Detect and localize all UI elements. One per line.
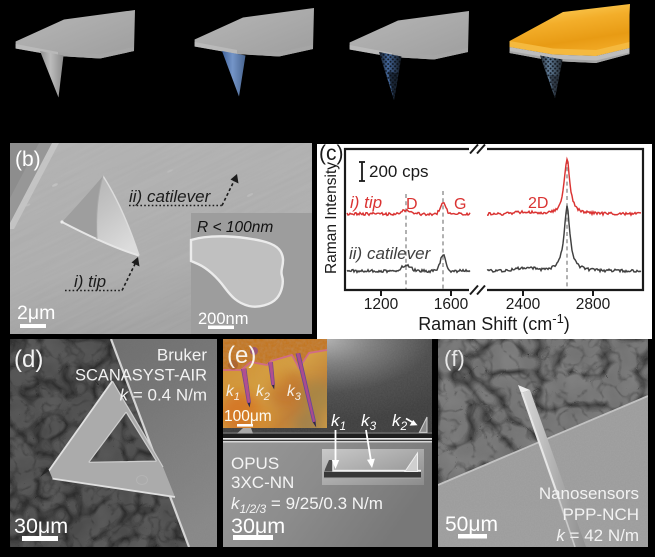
svg-text:i) tip: i) tip (74, 272, 106, 291)
svg-text:ii) catilever: ii) catilever (129, 187, 212, 206)
svg-text:2400: 2400 (506, 296, 541, 313)
svg-text:SCANASYST-AIR: SCANASYST-AIR (75, 367, 207, 385)
svg-text:1200: 1200 (364, 296, 399, 313)
svg-text:D: D (406, 196, 418, 213)
svg-text:k1/2/3 = 9/25/0.3 N/m: k1/2/3 = 9/25/0.3 N/m (231, 494, 383, 516)
svg-text:k = 42 N/m: k = 42 N/m (556, 526, 639, 545)
svg-text:G: G (454, 196, 466, 213)
svg-text:30μm: 30μm (231, 514, 285, 538)
svg-text:R < 100nm: R < 100nm (197, 219, 273, 236)
svg-text:(c): (c) (319, 144, 344, 165)
svg-text:(f): (f) (444, 346, 465, 371)
svg-text:(d): (d) (14, 346, 43, 373)
svg-text:100μm: 100μm (224, 408, 272, 425)
svg-text:ii) catilever: ii) catilever (349, 244, 432, 263)
svg-text:2D: 2D (528, 195, 548, 212)
svg-text:Raman Intensity: Raman Intensity (323, 162, 340, 274)
svg-text:OPUS: OPUS (231, 454, 279, 473)
svg-text:Bruker: Bruker (157, 346, 207, 365)
svg-text:PPP-NCH: PPP-NCH (562, 505, 639, 524)
svg-text:2μm: 2μm (17, 302, 55, 324)
svg-text:(b): (b) (15, 148, 41, 171)
svg-text:Raman Shift (cm-1): Raman Shift (cm-1) (418, 311, 570, 335)
svg-text:1600: 1600 (434, 296, 469, 313)
svg-text:(e): (e) (227, 342, 256, 369)
svg-text:k = 0.4 N/m: k = 0.4 N/m (120, 386, 207, 405)
svg-text:Nanosensors: Nanosensors (539, 484, 639, 503)
svg-text:50μm: 50μm (445, 513, 498, 536)
svg-text:2800: 2800 (576, 296, 611, 313)
svg-text:200nm: 200nm (198, 310, 248, 328)
svg-text:200 cps: 200 cps (369, 162, 429, 181)
svg-text:i) tip: i) tip (350, 193, 382, 212)
svg-text:3XC-NN: 3XC-NN (231, 473, 294, 492)
svg-text:30μm: 30μm (14, 514, 68, 538)
